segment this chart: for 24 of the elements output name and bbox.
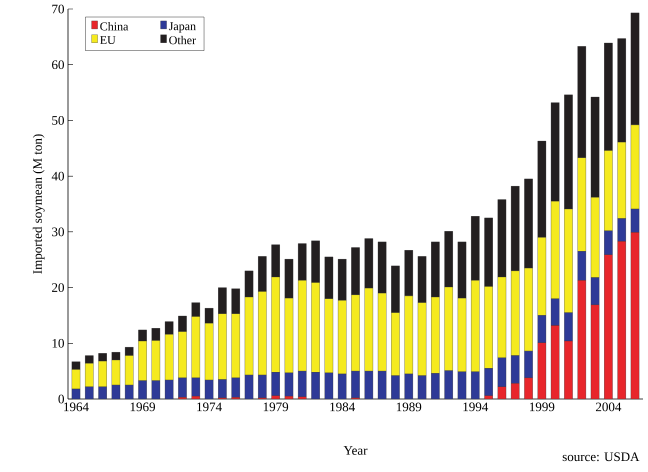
x-tick-label: 1984	[330, 402, 355, 412]
x-tick-label: 1999	[530, 402, 554, 412]
y-tick-label: 50	[52, 116, 64, 125]
x-axis-title: Year	[344, 446, 368, 455]
x-tick-label: 2004	[596, 402, 622, 412]
x-tick-label: 1994	[463, 402, 488, 412]
x-tick-label: 1964	[64, 402, 89, 412]
x-tick-label: 1989	[396, 402, 422, 412]
y-tick-label: 0	[58, 394, 64, 404]
legend-label: China	[100, 22, 128, 30]
y-tick-label: 20	[52, 283, 64, 292]
y-tick-label: 30	[52, 227, 64, 236]
y-tick-label: 70	[52, 4, 64, 14]
legend-label: EU	[100, 36, 116, 44]
legend-label: Japan	[168, 22, 196, 33]
source-note: source: USDA	[562, 452, 640, 462]
y-axis-title: Imported soymean (M ton)	[32, 134, 45, 274]
y-tick-label: 60	[52, 60, 64, 70]
x-tick-label: 1969	[130, 402, 155, 412]
y-tick-label: 40	[52, 172, 64, 181]
legend-label: Other	[169, 36, 196, 44]
x-tick-label: 1974	[197, 402, 222, 412]
y-tick-label: 10	[52, 338, 64, 348]
x-tick-label: 1979	[264, 402, 288, 412]
